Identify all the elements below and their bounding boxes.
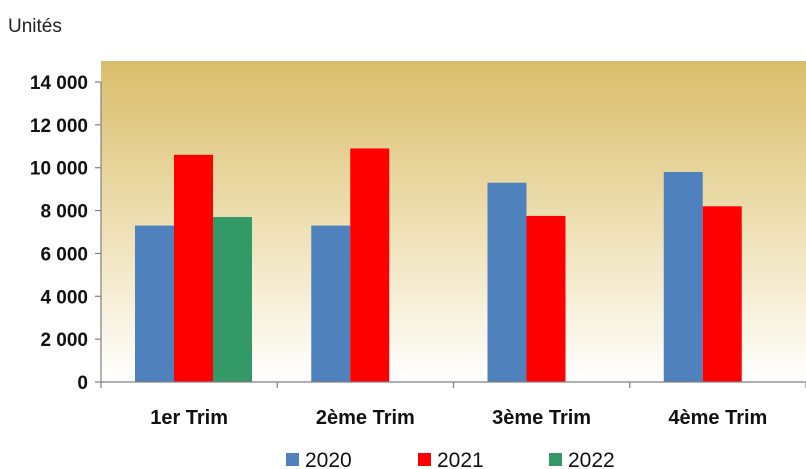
bars-layer <box>135 148 742 382</box>
y-tick-label: 14 000 <box>30 73 88 94</box>
bar-2020-1 <box>135 225 174 382</box>
legend-swatch-2021 <box>418 453 431 466</box>
y-tick-label: 8 000 <box>40 202 88 223</box>
bar-2022-1 <box>213 217 252 382</box>
category-labels: 1er Trim 2ème Trim 3ème Trim 4ème Trim <box>150 407 767 429</box>
y-tick-label: 2 000 <box>40 330 88 351</box>
category-label: 1er Trim <box>150 407 228 429</box>
bar-2020-4 <box>663 172 703 382</box>
y-tick-label: 0 <box>77 373 88 394</box>
y-tick-label: 6 000 <box>40 244 88 265</box>
bar-2020-3 <box>487 182 527 382</box>
legend: 2020 2021 2022 <box>286 449 615 469</box>
y-tick-label: 10 000 <box>30 159 88 180</box>
axes-layer <box>95 81 806 388</box>
legend-swatch-2022 <box>549 453 562 466</box>
category-label: 3ème Trim <box>492 407 591 429</box>
legend-label-2022: 2022 <box>568 449 615 469</box>
bar-2020-2 <box>311 225 351 382</box>
y-tick-label: 4 000 <box>40 287 88 308</box>
bar-2021-1 <box>174 154 213 382</box>
bar-2021-4 <box>702 206 742 382</box>
unit-label: Unités <box>8 16 62 37</box>
legend-label-2020: 2020 <box>305 449 352 469</box>
category-label: 4ème Trim <box>668 407 767 429</box>
category-label: 2ème Trim <box>316 407 415 429</box>
y-tick-labels: 0 2 000 4 000 6 000 8 000 10 000 12 000 14 000 <box>30 73 88 394</box>
legend-label-2021: 2021 <box>437 449 484 469</box>
legend-swatch-2020 <box>286 453 299 466</box>
bar-2021-2 <box>350 148 390 382</box>
y-tick-label: 12 000 <box>30 116 88 137</box>
bar-2021-3 <box>526 215 566 382</box>
